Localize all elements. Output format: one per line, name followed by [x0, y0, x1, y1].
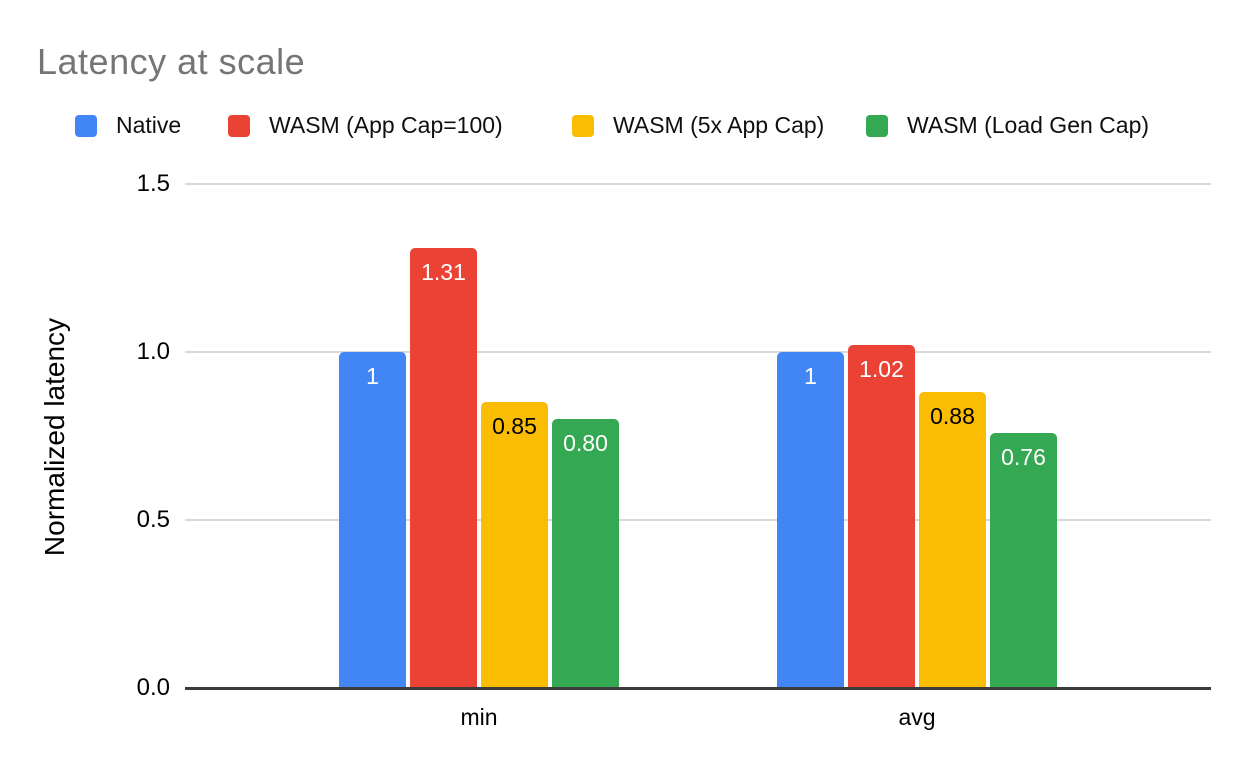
bar-group: 1 1.31 0.85 0.80	[339, 184, 619, 688]
legend-swatch-icon	[572, 114, 594, 137]
bar: 0.88	[919, 392, 986, 688]
bar: 1.31	[410, 248, 477, 688]
plot-area: 1 1.31 0.85 0.80 1 1.02 0.88 0.76	[185, 183, 1211, 688]
bar: 1	[339, 352, 406, 688]
legend-item-wasm-load-gen-cap: WASM (Load Gen Cap)	[866, 112, 1149, 139]
y-tick-label: 1.0	[136, 338, 170, 365]
bar-value-label: 1.31	[421, 259, 466, 285]
legend-swatch-icon	[866, 114, 888, 137]
bar-value-label: 0.80	[563, 430, 608, 456]
legend-item-native: Native	[75, 112, 181, 139]
y-tick-label: 0.0	[136, 674, 170, 701]
legend-item-wasm-app-cap-100: WASM (App Cap=100)	[228, 112, 503, 139]
bar-value-label: 0.76	[1001, 444, 1046, 470]
x-category-label: avg	[898, 704, 936, 730]
legend-label: WASM (App Cap=100)	[269, 112, 503, 138]
bar: 1	[777, 352, 844, 688]
y-tick-label: 0.5	[136, 506, 170, 533]
bar-value-label: 1	[804, 363, 817, 389]
bar-value-label: 0.85	[492, 413, 537, 439]
y-axis-title: Normalized latency	[39, 317, 70, 557]
gridline-1-0	[185, 351, 1211, 353]
bar: 0.85	[481, 402, 548, 688]
legend-label: WASM (5x App Cap)	[613, 112, 825, 138]
gridline-0-5	[185, 519, 1211, 521]
y-tick-label: 1.5	[136, 170, 170, 197]
legend-swatch-icon	[75, 114, 97, 137]
legend-label: WASM (Load Gen Cap)	[907, 112, 1150, 138]
bar: 1.02	[848, 345, 915, 688]
legend-swatch-icon	[228, 114, 250, 137]
bar: 0.80	[552, 419, 619, 688]
x-axis-line	[185, 687, 1211, 690]
legend-item-wasm-5x-app-cap: WASM (5x App Cap)	[572, 112, 824, 139]
bar: 0.76	[990, 433, 1057, 688]
bar-value-label: 1.02	[859, 356, 904, 382]
bar-group: 1 1.02 0.88 0.76	[777, 184, 1057, 688]
bar-value-label: 0.88	[930, 403, 975, 429]
legend-label: Native	[116, 112, 182, 138]
chart-title: Latency at scale	[37, 41, 306, 82]
gridline-1-5	[185, 183, 1211, 185]
bar-value-label: 1	[366, 363, 379, 389]
x-category-label: min	[460, 704, 498, 730]
